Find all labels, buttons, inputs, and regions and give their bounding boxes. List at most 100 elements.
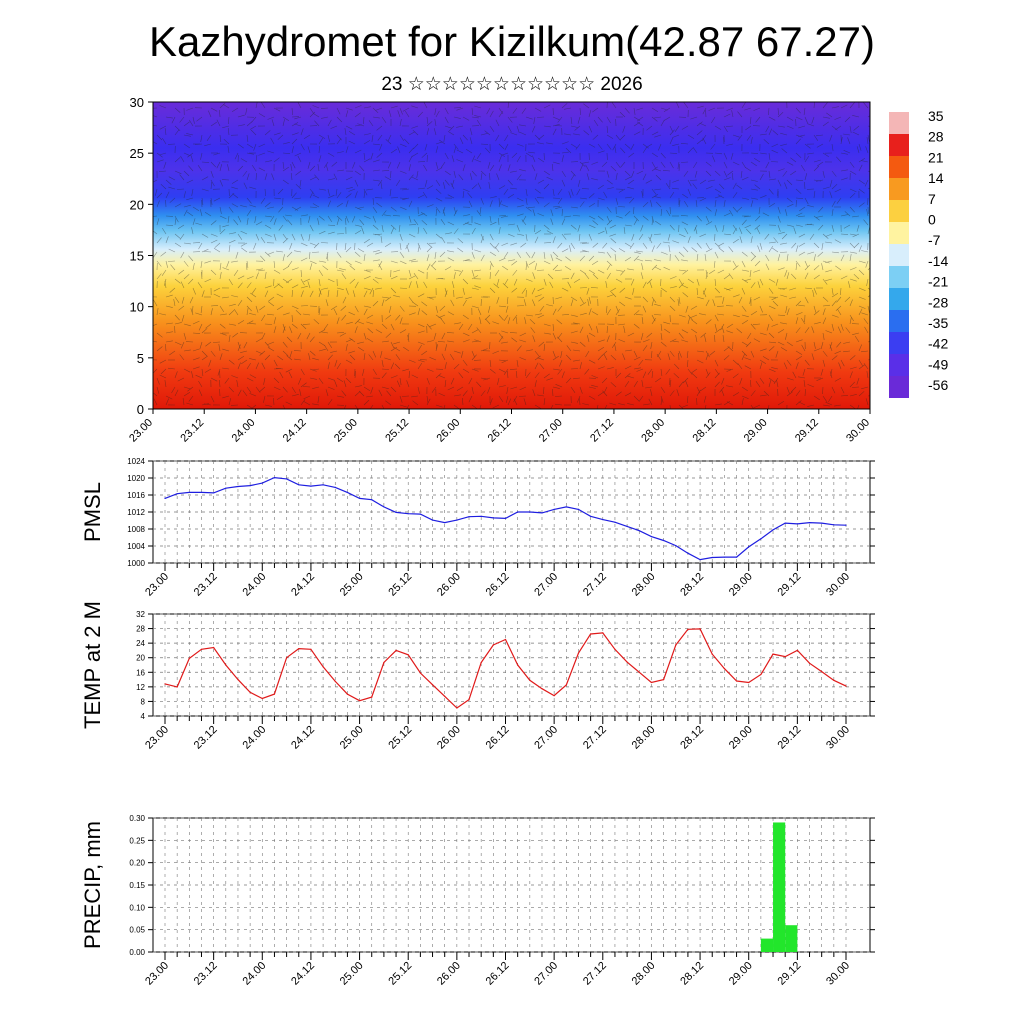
wind-barb	[189, 296, 194, 304]
wind-barb	[480, 197, 484, 205]
wind-barb	[183, 134, 191, 137]
wind-barb	[798, 401, 806, 406]
wind-barb	[804, 181, 806, 190]
data-point	[480, 515, 482, 517]
wind-barb	[672, 340, 680, 343]
wind-barb	[518, 395, 527, 397]
wind-barb	[444, 152, 449, 160]
wind-barb	[632, 287, 635, 295]
wind-barb	[372, 206, 378, 213]
wind-barb	[349, 354, 356, 361]
wind-barb	[412, 129, 419, 136]
wind-barb	[354, 391, 361, 397]
wind-barb	[453, 170, 456, 178]
wind-barb	[726, 401, 734, 406]
wind-barb	[371, 134, 374, 142]
wind-barb	[683, 246, 689, 253]
y-tick-label: 20	[130, 197, 144, 212]
wind-barb	[385, 332, 392, 338]
wind-barb	[507, 164, 511, 172]
data-point	[723, 556, 726, 558]
wind-barb	[822, 359, 826, 367]
wind-barb	[721, 377, 725, 385]
wind-barb	[642, 296, 649, 303]
wind-barb	[345, 217, 347, 226]
wind-barb	[159, 152, 167, 156]
wind-barb	[264, 323, 273, 325]
wind-barb	[363, 386, 371, 391]
wind-barb	[727, 346, 734, 352]
wind-barb	[345, 215, 349, 223]
wind-barb	[385, 296, 392, 302]
wind-barb	[282, 386, 288, 393]
wind-barb	[198, 242, 203, 250]
wind-barb	[550, 254, 554, 262]
wind-barb	[411, 152, 419, 157]
wind-barb	[216, 161, 221, 169]
wind-barb	[603, 386, 608, 394]
wind-barb	[777, 107, 779, 116]
wind-barb	[606, 308, 611, 316]
wind-barb	[489, 165, 495, 172]
wind-barb	[258, 152, 266, 156]
wind-barb	[372, 250, 380, 253]
wind-barb	[592, 273, 599, 280]
wind-barb	[286, 336, 293, 343]
wind-barb	[421, 152, 428, 158]
wind-barb	[242, 170, 248, 177]
data-point	[504, 638, 507, 641]
wind-barb	[672, 179, 680, 183]
wind-barb	[576, 188, 581, 196]
data-point	[431, 684, 434, 686]
data-point	[200, 491, 203, 493]
wind-barb	[858, 202, 865, 208]
wind-barb	[561, 287, 569, 292]
wind-barb	[462, 332, 470, 337]
data-point	[419, 513, 421, 515]
colorbar-label: 7	[928, 191, 936, 207]
wind-barb	[273, 359, 278, 367]
wind-barb	[385, 400, 392, 406]
wind-barb	[552, 197, 561, 199]
wind-barb	[519, 124, 527, 127]
wind-barb	[408, 233, 416, 238]
wind-barb	[660, 152, 666, 159]
wind-barb	[867, 267, 870, 271]
colorbar-label: 28	[928, 129, 944, 145]
wind-barb	[765, 263, 770, 271]
wind-barb	[421, 220, 428, 226]
wind-barb	[573, 377, 581, 380]
wind-barb	[696, 397, 698, 406]
wind-barb	[354, 170, 361, 176]
wind-barb	[777, 287, 785, 290]
wind-barb	[660, 368, 663, 376]
wind-barb	[557, 197, 563, 205]
wind-barb	[325, 389, 329, 397]
wind-barb	[867, 305, 870, 313]
wind-barb	[471, 368, 479, 372]
x-tick-label: 23.12	[192, 571, 220, 599]
wind-barb	[669, 380, 672, 388]
wind-barb	[446, 332, 455, 334]
wind-barb	[250, 292, 257, 298]
wind-barb	[754, 260, 761, 267]
wind-barb	[647, 368, 653, 375]
x-tick-label: 27.00	[532, 571, 560, 599]
wind-barb	[348, 311, 356, 316]
wind-barb	[336, 317, 340, 325]
wind-barb	[723, 355, 730, 361]
wind-barb	[222, 125, 230, 129]
wind-barb	[380, 350, 383, 358]
wind-barb	[309, 260, 317, 264]
wind-barb	[705, 242, 710, 250]
wind-barb	[489, 287, 496, 294]
wind-barb	[333, 173, 338, 181]
wind-barb	[417, 344, 422, 352]
wind-barb	[633, 107, 636, 115]
wind-barb	[654, 168, 662, 172]
wind-barb	[843, 350, 851, 353]
x-tick-label: 26.00	[434, 417, 462, 445]
wind-barb	[439, 139, 446, 145]
wind-barb	[251, 287, 257, 294]
wind-barb	[510, 242, 518, 246]
